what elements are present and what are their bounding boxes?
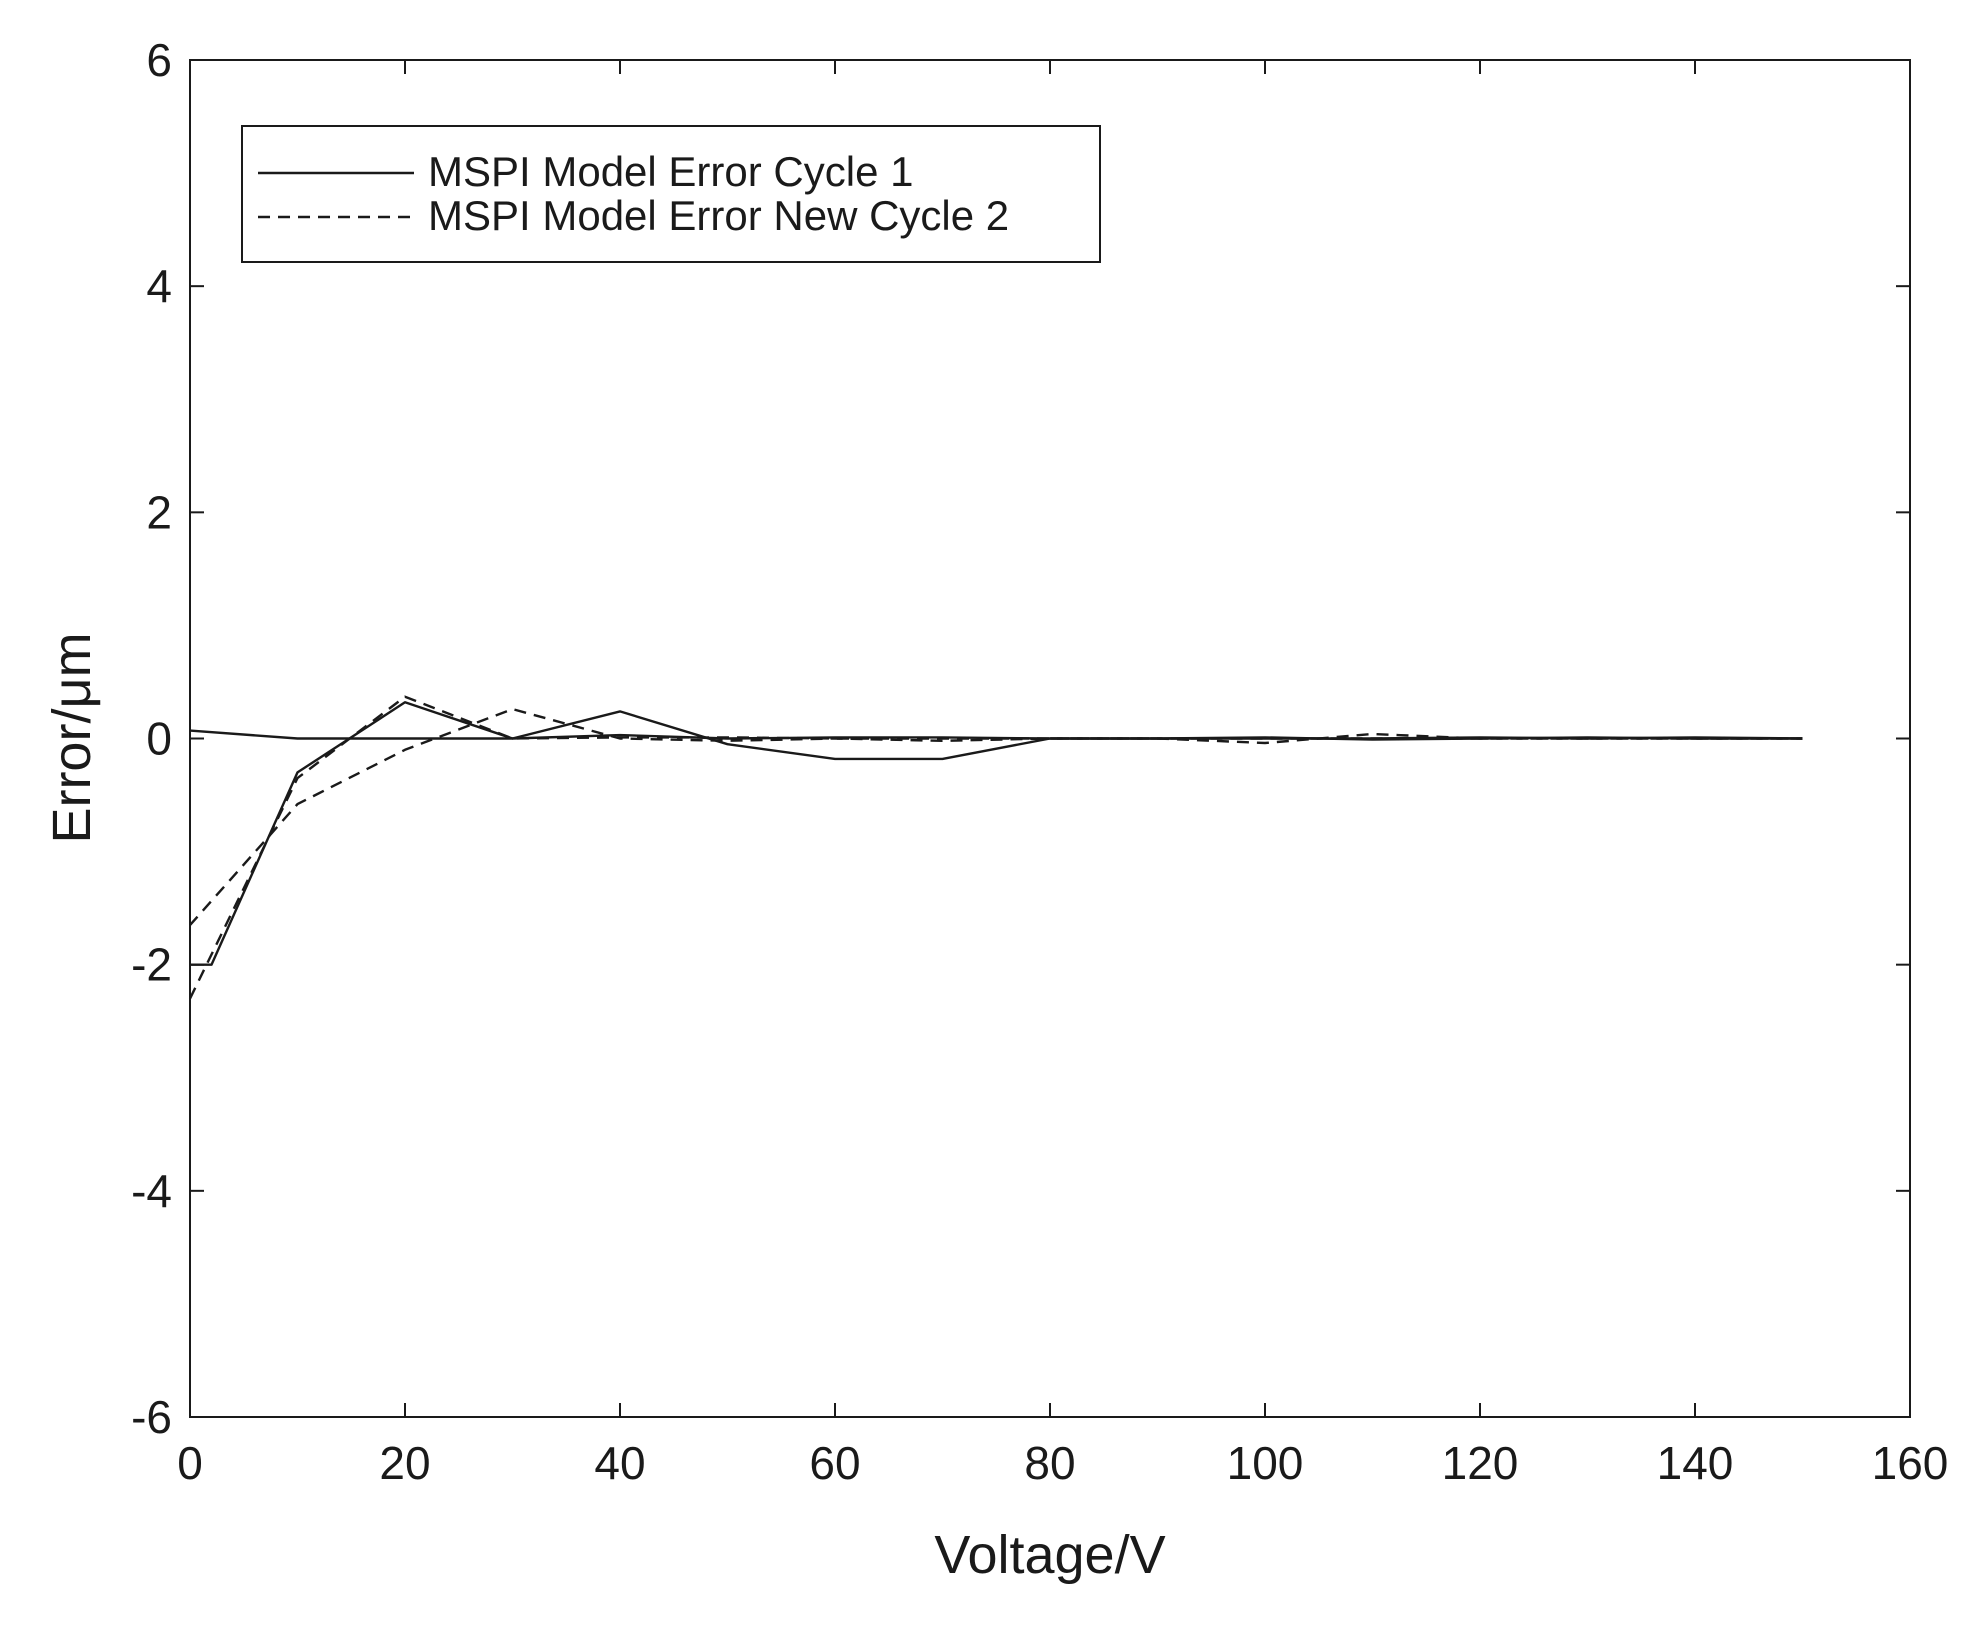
x-tick-label-8: 160 [1872,1437,1949,1489]
y-tick-label-6: 6 [146,34,172,86]
x-tick-label-1: 20 [379,1437,430,1489]
y-tick-label-1: -4 [131,1165,172,1217]
x-axis-label: Voltage/V [934,1525,1165,1585]
y-tick-label-0: -6 [131,1391,172,1443]
y-tick-label-3: 0 [146,713,172,765]
data-series [188,695,1803,1000]
x-tick-label-3: 60 [809,1437,860,1489]
x-tick-label-2: 40 [594,1437,645,1489]
legend-label-1: MSPI Model Error New Cycle 2 [428,192,1009,239]
x-tick-label-4: 80 [1024,1437,1075,1489]
x-tick-label-6: 120 [1442,1437,1519,1489]
series-1-line-1 [189,707,1803,926]
legend-box [241,125,1101,263]
y-tick-label-2: -2 [131,939,172,991]
y-tick-label-5: 4 [146,260,172,312]
y-axis-label: Error/μm [42,632,102,843]
legend-label-0: MSPI Model Error Cycle 1 [428,148,913,195]
axis-ticks: 0 20 40 60 80 100 120 140 160 -6 -4 -2 0 2 4 6 [131,34,1948,1489]
x-tick-label-5: 100 [1227,1437,1304,1489]
x-tick-label-7: 140 [1657,1437,1734,1489]
x-tick-label-0: 0 [177,1437,203,1489]
y-tick-label-4: 2 [146,486,172,538]
